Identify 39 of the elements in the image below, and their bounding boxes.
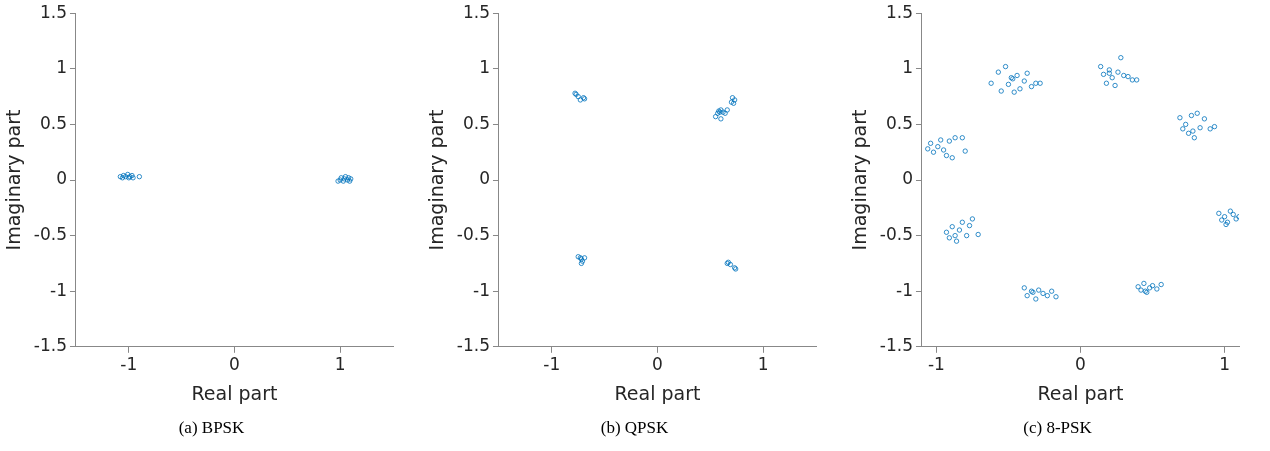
- y-tick-label: 1.5: [462, 1, 490, 22]
- y-tick-label: 1.5: [39, 1, 67, 22]
- y-tick-label: 1: [479, 57, 490, 78]
- y-tick-label: -1: [50, 279, 67, 300]
- x-tick-label: -1: [120, 354, 138, 375]
- y-tick-label: -0.5: [33, 224, 67, 245]
- y-axis-title: Imaginary part: [425, 109, 448, 251]
- x-axis-title: Real part: [614, 381, 701, 404]
- y-tick-label: 0.5: [462, 112, 490, 133]
- x-tick-label: 0: [1075, 354, 1086, 375]
- y-tick-label: -0.5: [879, 224, 913, 245]
- y-tick-label: 0.5: [885, 112, 913, 133]
- text: (c) 8-PSK: [1022, 418, 1093, 438]
- y-tick-label: 0: [479, 168, 490, 189]
- y-tick-label: -1.5: [33, 335, 67, 356]
- x-tick-label: 1: [334, 354, 346, 375]
- x-tick-label: 1: [757, 354, 769, 375]
- y-tick-label: 1: [902, 57, 913, 78]
- x-axis-title: Real part: [1037, 381, 1124, 404]
- x-axis-title: Real part: [191, 381, 278, 404]
- x-tick-label: -1: [927, 354, 945, 375]
- y-tick-label: 0.5: [39, 112, 67, 133]
- x-tick-label: 0: [652, 354, 663, 375]
- text: (a) BPSK: [177, 418, 246, 438]
- x-tick-label: 1: [1219, 354, 1230, 375]
- text: (b) QPSK: [599, 418, 670, 438]
- y-tick-label: -1.5: [456, 335, 490, 356]
- y-tick-label: 1.5: [885, 1, 913, 22]
- y-axis-title: Imaginary part: [848, 109, 871, 251]
- y-tick-label: 0: [902, 168, 913, 189]
- y-tick-label: -1: [473, 279, 490, 300]
- x-tick-label: 0: [229, 354, 240, 375]
- y-tick-label: -1: [896, 279, 913, 300]
- y-axis-title: Imaginary part: [2, 109, 25, 251]
- y-tick-label: 1: [56, 57, 67, 78]
- y-tick-label: -0.5: [456, 224, 490, 245]
- x-tick-label: -1: [543, 354, 561, 375]
- y-tick-label: 0: [56, 168, 67, 189]
- y-tick-label: -1.5: [879, 335, 913, 356]
